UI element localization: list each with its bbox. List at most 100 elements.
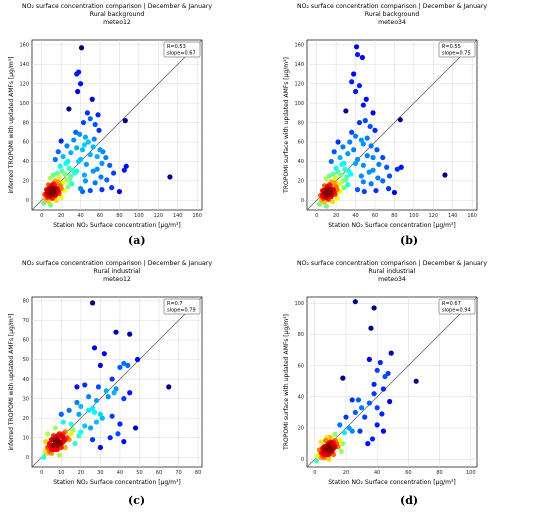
data-point [324,445,330,451]
stat-slope: slope=0.94 [442,308,471,314]
data-point [351,147,357,153]
data-point [78,429,84,435]
data-point [89,96,95,102]
y-axis-label: inferred TROPOMI with updated AMFs [μg/m… [8,314,15,451]
data-point [47,202,54,208]
y-tick-label: 140 [19,62,29,68]
data-point [99,160,105,166]
data-point [94,153,100,160]
data-point [386,173,393,179]
data-point [91,345,98,351]
data-point [41,454,47,460]
x-tick-label: 0 [40,470,43,476]
data-point [374,422,380,428]
data-point [75,88,81,95]
data-point [413,378,419,384]
data-point [358,137,364,143]
data-point [65,184,71,190]
data-point [334,195,340,201]
data-point [103,154,109,161]
data-point [91,136,97,142]
stat-r: R=0.53 [167,44,186,50]
x-axis-label: Station NO₂ Surface concentration [μg/m³… [328,479,456,486]
data-point [375,175,381,181]
panel-a: NO₂ surface concentration comparison | D… [0,0,275,257]
data-point [62,171,68,177]
data-point [374,147,380,153]
x-tick-label: 60 [97,213,103,219]
data-point [111,390,117,396]
data-point [167,174,173,180]
x-axis-label: Station NO₂ Surface concentration [μg/m³… [53,479,181,486]
y-tick-label: 10 [23,435,29,441]
data-point [58,444,64,451]
data-point [50,446,57,453]
marks-group [307,297,477,467]
data-point [77,131,83,137]
panel-b: NO₂ surface concentration comparison | D… [275,0,550,257]
data-point [84,110,90,116]
data-point [82,423,88,429]
data-point [121,396,127,402]
data-point [52,156,58,163]
data-point [127,331,133,337]
data-point [339,161,345,167]
data-point [340,375,346,381]
data-point [132,425,139,431]
data-point [97,147,103,153]
x-tick-label: 40 [117,470,123,476]
data-point [379,411,385,417]
data-point [352,133,359,139]
chart-subtitle-2: meteo12 [103,19,131,26]
x-tick-label: 60 [405,470,411,476]
data-point [70,167,76,173]
x-tick-label: 60 [156,470,162,476]
data-point [352,88,359,95]
data-point [349,129,355,135]
x-tick-label: 100 [134,213,144,219]
data-point [76,411,82,417]
data-point [92,121,98,128]
data-point [358,405,365,411]
data-point [74,384,80,390]
marks-group [32,297,202,467]
chart-title: NO₂ surface concentration comparison | D… [297,3,487,10]
data-point [60,153,66,160]
data-point [362,414,368,420]
data-point [77,81,84,87]
y-tick-label: 0 [26,455,29,461]
chart-subtitle-1: Rural industrial [94,268,141,275]
data-point [92,180,98,186]
data-point [87,152,93,158]
data-point [331,149,337,155]
data-point [94,166,100,172]
data-point [354,156,361,163]
data-point [346,425,352,431]
chart-subtitle-1: Rural background [365,11,420,18]
data-point [105,394,111,400]
y-tick-label: 100 [294,101,304,107]
y-tick-label: 70 [23,318,29,324]
data-point [337,154,343,161]
x-tick-label: 40 [352,213,358,219]
data-point [64,143,70,149]
data-point [122,118,128,124]
data-point [340,178,346,184]
data-point [47,175,54,181]
data-point [384,164,390,170]
data-point [353,44,360,50]
stats-box [163,41,201,58]
data-point [63,160,69,166]
x-tick-label: 20 [333,213,339,219]
y-tick-label: 80 [23,120,29,126]
data-point [345,151,351,157]
y-tick-label: 80 [298,332,304,338]
chart-subtitle-1: Rural industrial [369,268,416,275]
y-tick-label: 30 [23,396,29,402]
data-point [364,153,370,159]
x-tick-label: 160 [467,213,477,219]
y-tick-label: 100 [19,101,29,107]
data-point [369,436,376,442]
data-point [60,435,66,441]
data-point [54,170,60,176]
